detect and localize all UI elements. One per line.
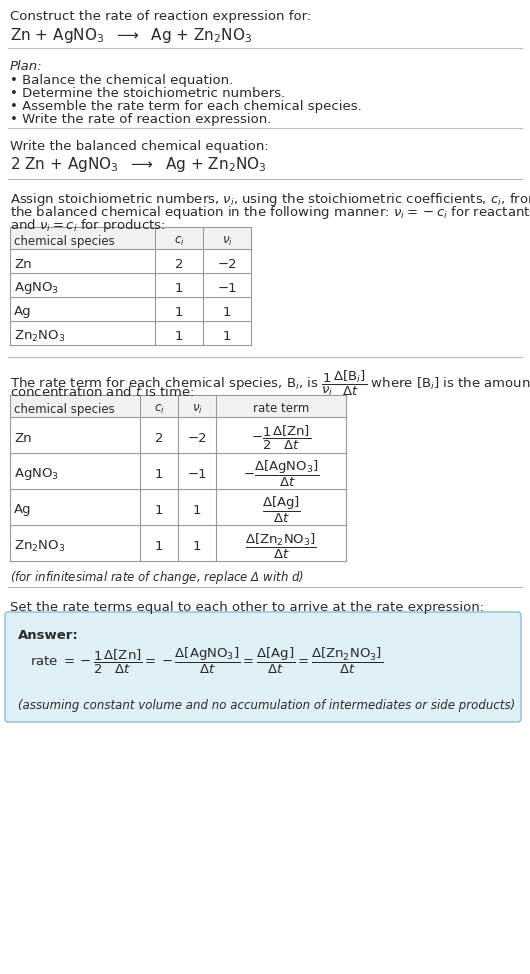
Text: Zn$_2$NO$_3$: Zn$_2$NO$_3$ <box>14 539 65 553</box>
Text: • Balance the chemical equation.: • Balance the chemical equation. <box>10 74 233 87</box>
Text: −2: −2 <box>217 257 237 271</box>
Text: AgNO$_3$: AgNO$_3$ <box>14 466 59 482</box>
Text: (for infinitesimal rate of change, replace Δ with $d$): (for infinitesimal rate of change, repla… <box>10 569 304 586</box>
Text: 1: 1 <box>155 540 163 552</box>
Text: The rate term for each chemical species, B$_i$, is $\dfrac{1}{\nu_i}\dfrac{\Delt: The rate term for each chemical species,… <box>10 369 530 398</box>
Text: −2: −2 <box>187 431 207 444</box>
Bar <box>10 395 346 417</box>
Text: −1: −1 <box>217 281 237 294</box>
Text: −1: −1 <box>187 468 207 480</box>
Text: $\nu_i$: $\nu_i$ <box>191 402 202 416</box>
Text: Zn$_2$NO$_3$: Zn$_2$NO$_3$ <box>14 328 65 344</box>
Text: AgNO$_3$: AgNO$_3$ <box>14 280 59 296</box>
Text: rate term: rate term <box>253 402 309 416</box>
Text: 1: 1 <box>193 540 201 552</box>
Text: 2 Zn + AgNO$_3$  $\longrightarrow$  Ag + Zn$_2$NO$_3$: 2 Zn + AgNO$_3$ $\longrightarrow$ Ag + Z… <box>10 155 267 174</box>
Text: Construct the rate of reaction expression for:: Construct the rate of reaction expressio… <box>10 10 311 23</box>
Text: and $\nu_i = c_i$ for products:: and $\nu_i = c_i$ for products: <box>10 217 165 234</box>
Text: $c_i$: $c_i$ <box>174 235 184 247</box>
Text: Ag: Ag <box>14 306 32 318</box>
Text: Answer:: Answer: <box>18 629 79 642</box>
Text: Zn + AgNO$_3$  $\longrightarrow$  Ag + Zn$_2$NO$_3$: Zn + AgNO$_3$ $\longrightarrow$ Ag + Zn$… <box>10 26 252 45</box>
Text: $c_i$: $c_i$ <box>154 402 164 416</box>
Text: 1: 1 <box>155 504 163 516</box>
Text: chemical species: chemical species <box>14 235 115 247</box>
FancyBboxPatch shape <box>5 612 521 722</box>
Text: $\nu_i$: $\nu_i$ <box>222 235 233 247</box>
Text: Zn: Zn <box>14 431 32 444</box>
Text: 1: 1 <box>155 468 163 480</box>
Text: $-\dfrac{1}{2}\dfrac{\Delta[\mathrm{Zn}]}{\Delta t}$: $-\dfrac{1}{2}\dfrac{\Delta[\mathrm{Zn}]… <box>251 424 311 452</box>
Text: Set the rate terms equal to each other to arrive at the rate expression:: Set the rate terms equal to each other t… <box>10 601 484 614</box>
Text: 2: 2 <box>175 257 183 271</box>
Text: Zn: Zn <box>14 257 32 271</box>
Text: $-\dfrac{\Delta[\mathrm{AgNO_3}]}{\Delta t}$: $-\dfrac{\Delta[\mathrm{AgNO_3}]}{\Delta… <box>243 459 320 489</box>
Text: the balanced chemical equation in the following manner: $\nu_i = -c_i$ for react: the balanced chemical equation in the fo… <box>10 204 530 221</box>
Text: • Determine the stoichiometric numbers.: • Determine the stoichiometric numbers. <box>10 87 285 100</box>
Text: 1: 1 <box>223 306 231 318</box>
Text: • Assemble the rate term for each chemical species.: • Assemble the rate term for each chemic… <box>10 100 362 113</box>
Text: chemical species: chemical species <box>14 402 115 416</box>
Text: (assuming constant volume and no accumulation of intermediates or side products): (assuming constant volume and no accumul… <box>18 699 515 712</box>
Text: $\dfrac{\Delta[\mathrm{Ag}]}{\Delta t}$: $\dfrac{\Delta[\mathrm{Ag}]}{\Delta t}$ <box>262 495 301 525</box>
Text: 1: 1 <box>193 504 201 516</box>
Text: Plan:: Plan: <box>10 60 42 73</box>
Text: • Write the rate of reaction expression.: • Write the rate of reaction expression. <box>10 113 271 126</box>
Text: Write the balanced chemical equation:: Write the balanced chemical equation: <box>10 140 269 153</box>
Text: 1: 1 <box>175 329 183 343</box>
Text: 1: 1 <box>175 306 183 318</box>
Text: 2: 2 <box>155 431 163 444</box>
Bar <box>10 227 251 249</box>
Text: 1: 1 <box>175 281 183 294</box>
Text: rate $= -\dfrac{1}{2}\dfrac{\Delta[\mathrm{Zn}]}{\Delta t} = -\dfrac{\Delta[\mat: rate $= -\dfrac{1}{2}\dfrac{\Delta[\math… <box>30 646 383 676</box>
Text: Ag: Ag <box>14 504 32 516</box>
Text: 1: 1 <box>223 329 231 343</box>
Text: concentration and $t$ is time:: concentration and $t$ is time: <box>10 385 194 399</box>
Text: $\dfrac{\Delta[\mathrm{Zn_2NO_3}]}{\Delta t}$: $\dfrac{\Delta[\mathrm{Zn_2NO_3}]}{\Delt… <box>245 532 317 561</box>
Text: Assign stoichiometric numbers, $\nu_i$, using the stoichiometric coefficients, $: Assign stoichiometric numbers, $\nu_i$, … <box>10 191 530 208</box>
